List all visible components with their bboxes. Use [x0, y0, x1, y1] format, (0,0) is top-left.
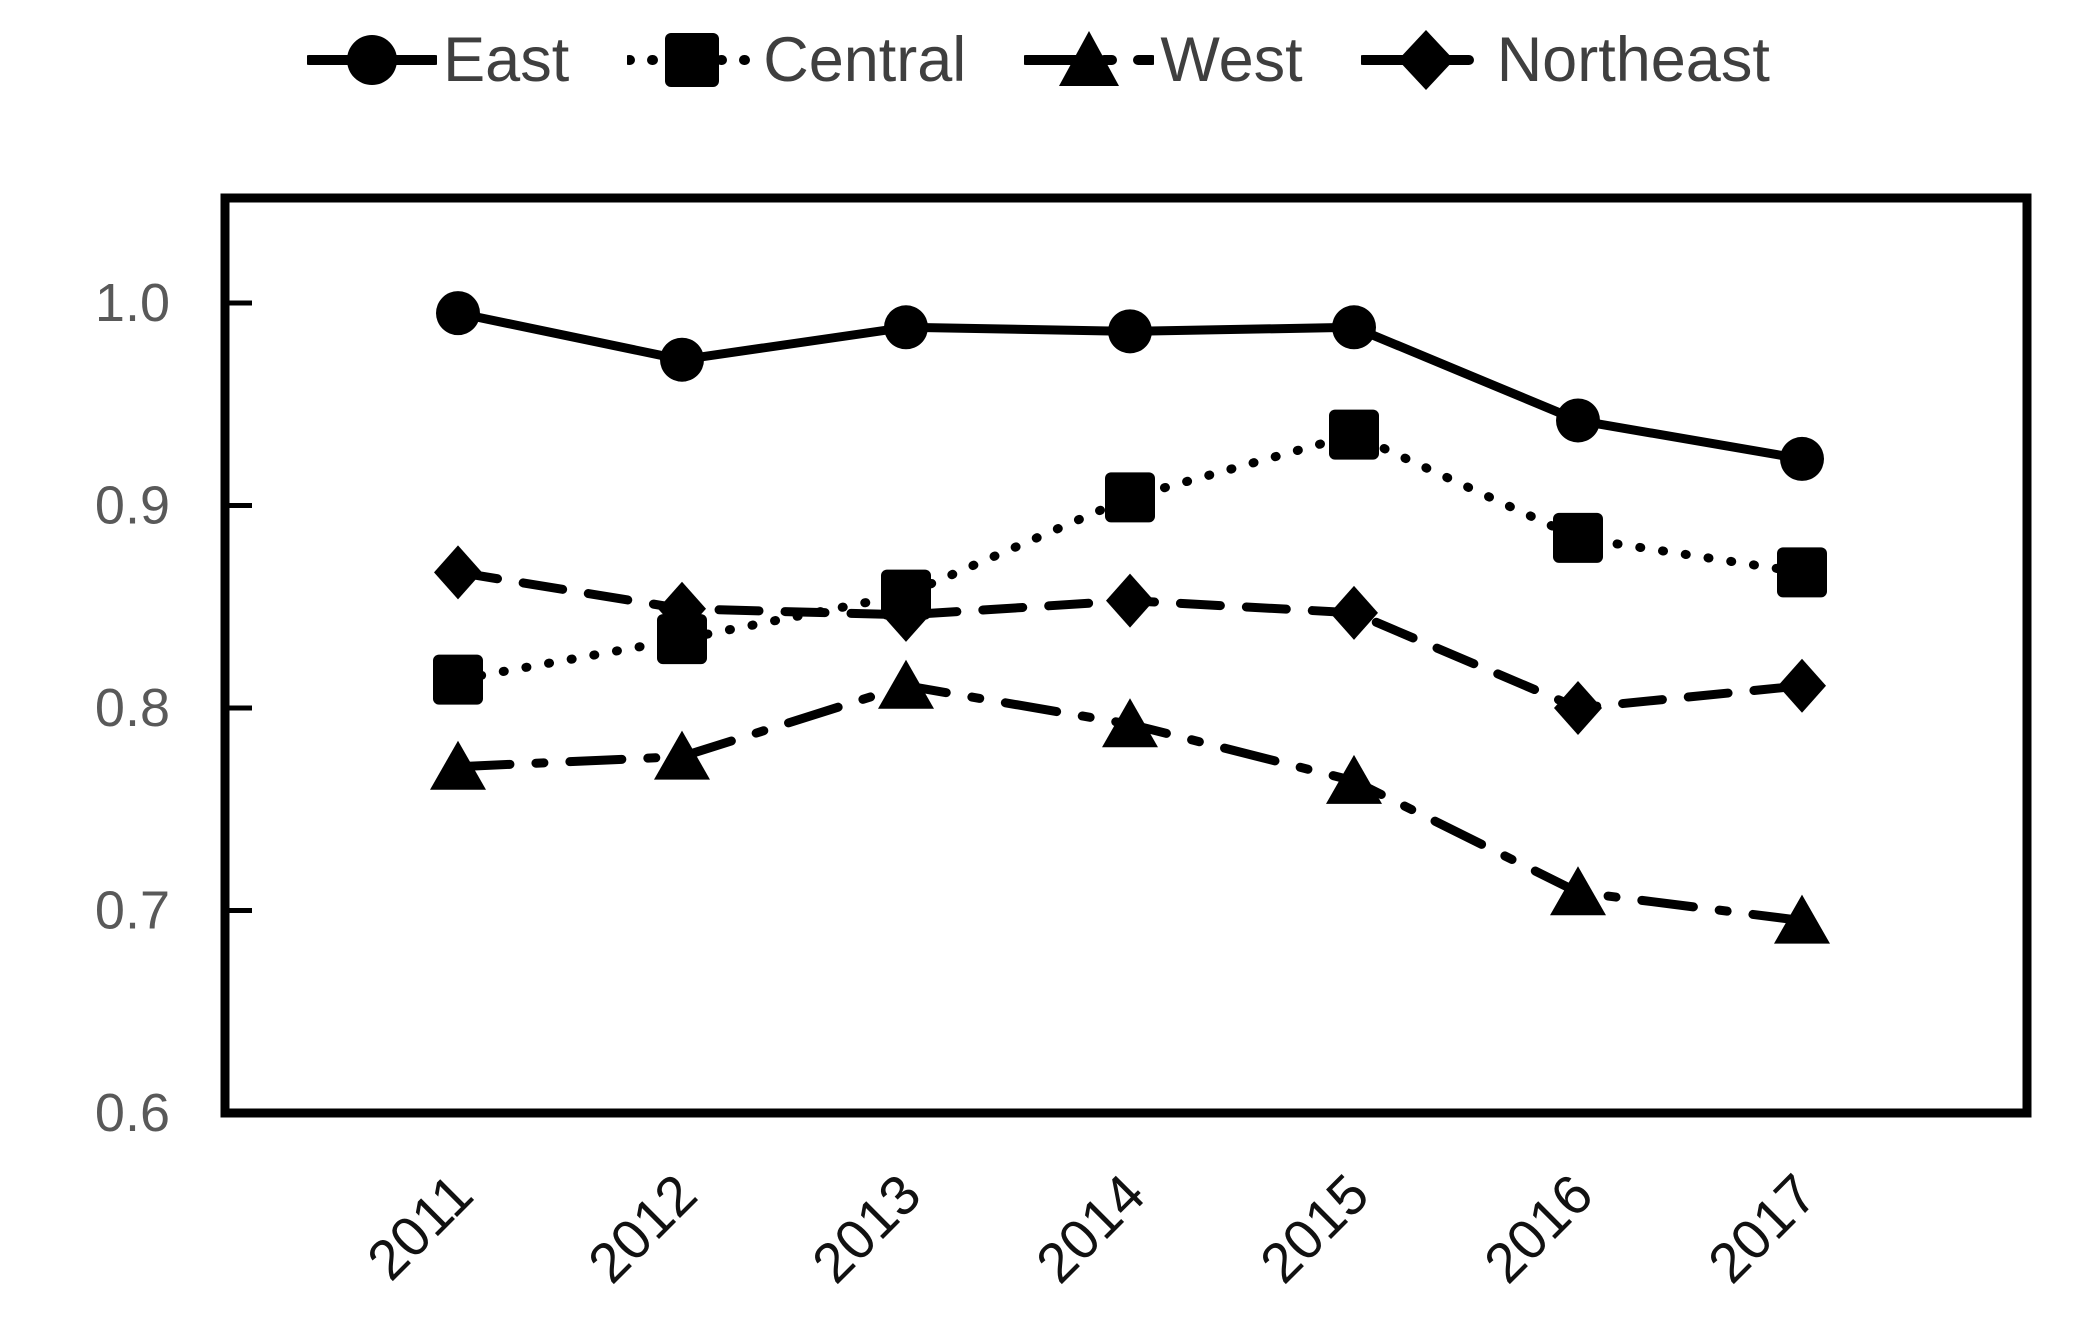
legend-marker-circle — [347, 35, 398, 85]
diamond-marker-icon — [1360, 30, 1491, 90]
data-point-west-2017 — [1774, 894, 1830, 944]
legend-label: East — [443, 24, 570, 95]
y-axis-tick-label: 0.8 — [95, 678, 170, 738]
plot-border — [220, 193, 2032, 1118]
data-point-northeast-2015 — [1330, 585, 1378, 640]
series-west — [430, 659, 1830, 944]
data-point-west-2013 — [878, 659, 934, 709]
legend-item-central: Central — [627, 18, 966, 102]
x-axis-label: 2011 — [355, 1162, 485, 1292]
data-point-east-2016 — [1556, 398, 1600, 443]
data-point-east-2012 — [660, 337, 704, 382]
data-point-northeast-2014 — [1106, 573, 1154, 628]
legend-label: Northeast — [1496, 24, 1770, 95]
legend-item-west: West — [1024, 18, 1303, 102]
data-point-central-2011 — [433, 654, 483, 705]
legend-marker-diamond — [1397, 30, 1454, 90]
data-point-east-2015 — [1332, 305, 1376, 350]
x-axis-label: 2013 — [800, 1162, 933, 1295]
y-axis-tick-label: 0.9 — [95, 476, 170, 536]
chart-legend: East Central West Northeast — [0, 14, 2077, 106]
x-axis-label: 2012 — [576, 1162, 709, 1295]
circle-marker-icon — [307, 35, 438, 85]
legend-item-northeast: Northeast — [1360, 18, 1770, 102]
y-axis-tick-label: 0.6 — [95, 1083, 170, 1143]
data-point-northeast-2017 — [1778, 658, 1826, 713]
data-point-west-2015 — [1326, 754, 1382, 804]
legend-marker-triangle — [1059, 31, 1120, 86]
y-axis-tick-label: 1.0 — [95, 273, 170, 333]
data-point-east-2011 — [436, 291, 480, 336]
data-point-west-2016 — [1550, 866, 1606, 916]
x-axis-label: 2014 — [1024, 1162, 1157, 1295]
legend-marker-square — [665, 33, 720, 87]
data-point-west-2014 — [1102, 698, 1158, 748]
data-point-central-2016 — [1553, 512, 1603, 563]
data-point-west-2012 — [654, 730, 710, 780]
series-east — [436, 291, 1824, 481]
square-marker-icon — [627, 33, 758, 87]
legend-label: Central — [763, 24, 967, 95]
data-point-central-2012 — [657, 614, 707, 665]
data-point-east-2014 — [1108, 309, 1152, 354]
data-point-east-2017 — [1780, 436, 1824, 481]
legend-item-east: East — [307, 18, 569, 102]
x-axis-label: 2015 — [1248, 1162, 1381, 1295]
data-point-central-2017 — [1777, 547, 1827, 598]
data-point-central-2014 — [1105, 472, 1155, 523]
series-central — [433, 409, 1827, 705]
x-axis-label: 2016 — [1472, 1162, 1605, 1295]
triangle-marker-icon — [1024, 31, 1155, 86]
legend-label: West — [1160, 24, 1303, 95]
data-point-northeast-2011 — [434, 545, 482, 600]
data-point-central-2015 — [1329, 409, 1379, 460]
x-axis-label: 2017 — [1696, 1162, 1829, 1295]
y-axis-tick-label: 0.7 — [95, 881, 170, 941]
data-point-west-2011 — [430, 740, 486, 790]
data-point-northeast-2016 — [1554, 681, 1602, 735]
data-point-east-2013 — [884, 305, 928, 350]
data-point-central-2013 — [881, 569, 931, 620]
